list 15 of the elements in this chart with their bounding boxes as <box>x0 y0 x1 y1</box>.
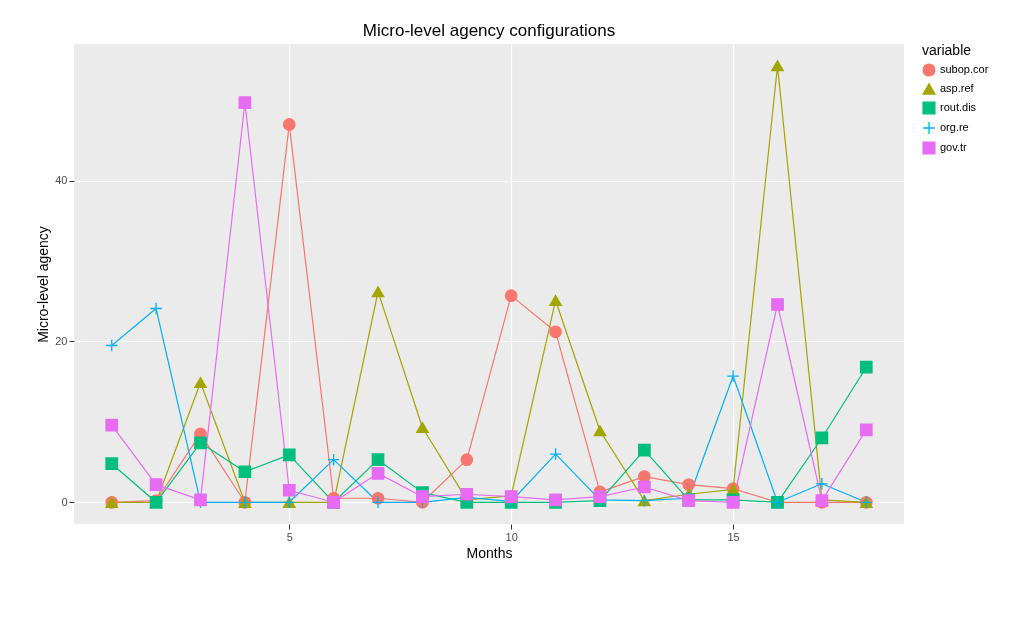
x-axis-title: Months <box>466 544 513 561</box>
legend-title: variable <box>922 42 972 58</box>
legend-label: asp.ref <box>940 82 975 94</box>
y-tick-label: 40 <box>55 174 68 187</box>
legend-label: rout.dis <box>940 101 977 113</box>
legend-label: org.re <box>940 121 969 133</box>
y-axis-title: Micro-level agency <box>35 226 52 343</box>
y-tick-label: 20 <box>55 334 68 347</box>
x-tick-label: 10 <box>505 530 518 543</box>
legend-label: gov.tr <box>940 141 968 153</box>
x-tick-label: 5 <box>286 530 293 543</box>
chart-title: Micro-level agency configurations <box>362 21 616 40</box>
y-tick-label: 0 <box>61 495 68 508</box>
x-tick-label: 15 <box>727 530 740 543</box>
legend-label: subop.cor <box>940 63 989 75</box>
